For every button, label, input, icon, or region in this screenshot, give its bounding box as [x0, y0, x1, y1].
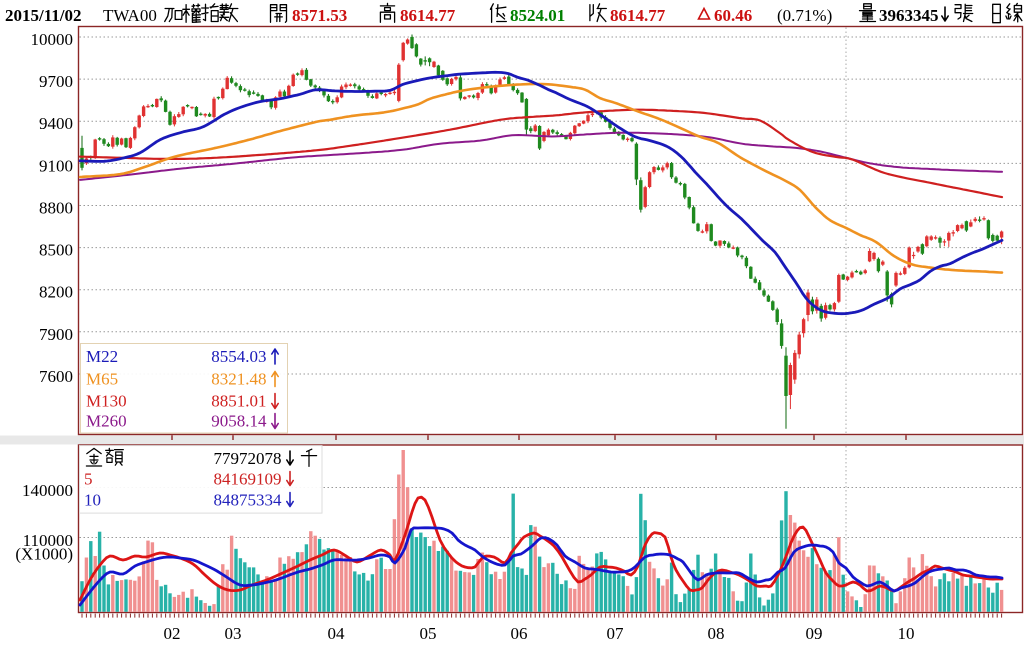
- svg-text:7900: 7900: [39, 325, 73, 344]
- svg-text:60.46: 60.46: [714, 6, 752, 25]
- svg-text:07: 07: [607, 624, 625, 643]
- svg-text:08: 08: [708, 624, 725, 643]
- svg-text:3963345: 3963345: [879, 6, 939, 25]
- svg-text:TWA00: TWA00: [103, 6, 157, 25]
- svg-text:9700: 9700: [39, 72, 73, 91]
- svg-text:09: 09: [806, 624, 823, 643]
- svg-text:M260: M260: [86, 412, 127, 431]
- svg-text:2015/11/02: 2015/11/02: [5, 6, 82, 25]
- svg-text:84875334: 84875334: [214, 491, 283, 510]
- svg-text:10: 10: [898, 624, 915, 643]
- svg-text:84169109: 84169109: [214, 470, 282, 489]
- svg-text:M130: M130: [86, 392, 127, 411]
- svg-text:M65: M65: [86, 370, 118, 389]
- svg-text:5: 5: [84, 470, 93, 489]
- svg-text:06: 06: [511, 624, 528, 643]
- svg-text:(0.71%): (0.71%): [777, 6, 832, 25]
- svg-text:8571.53: 8571.53: [292, 6, 347, 25]
- svg-text:8800: 8800: [39, 199, 73, 218]
- svg-text:(X1000): (X1000): [15, 545, 73, 564]
- svg-text:9100: 9100: [39, 156, 73, 175]
- svg-text:77972078: 77972078: [214, 449, 282, 468]
- svg-text:8321.48: 8321.48: [211, 370, 266, 389]
- svg-text:10: 10: [84, 491, 101, 510]
- svg-text:8614.77: 8614.77: [610, 6, 666, 25]
- svg-text:7600: 7600: [39, 367, 73, 386]
- svg-text:110000: 110000: [23, 531, 73, 550]
- svg-text:9400: 9400: [39, 114, 73, 133]
- svg-text:8500: 8500: [39, 241, 73, 260]
- svg-text:9058.14: 9058.14: [211, 412, 267, 431]
- svg-text:8851.01: 8851.01: [211, 392, 266, 411]
- svg-text:02: 02: [164, 624, 181, 643]
- svg-text:8200: 8200: [39, 283, 73, 302]
- svg-text:10000: 10000: [31, 30, 74, 49]
- svg-text:8554.03: 8554.03: [211, 347, 266, 366]
- svg-text:03: 03: [225, 624, 242, 643]
- svg-text:M22: M22: [86, 347, 118, 366]
- svg-text:04: 04: [328, 624, 346, 643]
- svg-text:8614.77: 8614.77: [400, 6, 456, 25]
- svg-text:8524.01: 8524.01: [510, 6, 565, 25]
- svg-text:05: 05: [420, 624, 437, 643]
- svg-text:140000: 140000: [22, 481, 73, 500]
